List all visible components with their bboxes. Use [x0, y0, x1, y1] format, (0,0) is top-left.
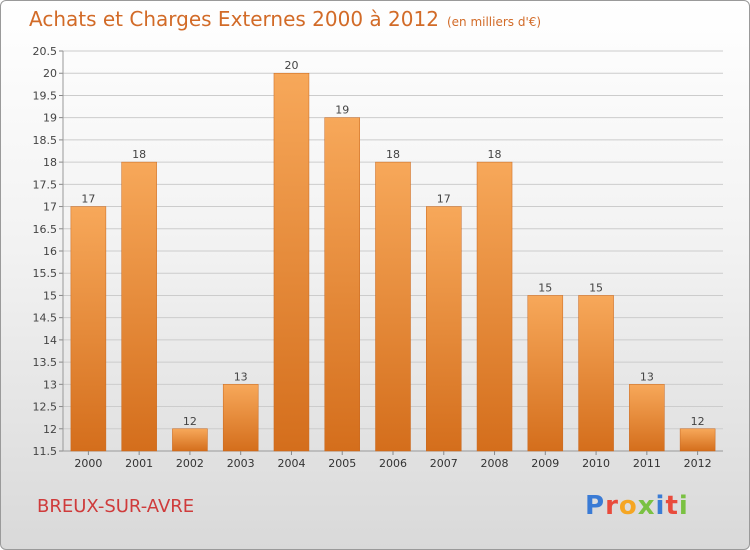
logo-letter: x — [637, 491, 656, 521]
commune-name: BREUX-SUR-AVRE — [37, 496, 195, 517]
x-tick-label: 2005 — [328, 457, 356, 470]
bar — [426, 206, 462, 452]
bar-chart: 11.5 12 12.5 13 13.5 14 14.5 15 15.5 16 16.5 17 17.5… — [33, 45, 723, 470]
x-tick-label: 2003 — [227, 457, 255, 470]
logo-letter: P — [585, 491, 606, 521]
bar — [172, 428, 208, 452]
x-tick-label: 2011 — [633, 457, 661, 470]
y-tick-label: 13.5 — [33, 356, 58, 369]
y-tick-label: 18.5 — [33, 134, 58, 147]
bar — [375, 161, 411, 452]
bar — [679, 428, 716, 452]
data-label: 15 — [589, 281, 603, 294]
y-tick-label: 12.5 — [33, 401, 58, 414]
proxiti-logo: Proxiti — [585, 491, 689, 521]
data-label: 18 — [488, 148, 502, 161]
x-tick-label: 2007 — [430, 457, 458, 470]
logo-letter: o — [618, 491, 638, 521]
data-label: 17 — [81, 193, 95, 206]
x-tick-label: 2004 — [277, 457, 305, 470]
bar — [629, 384, 665, 452]
data-label: 12 — [691, 415, 705, 428]
y-tick-label: 18 — [43, 156, 57, 169]
x-tick-label: 2010 — [582, 457, 610, 470]
bar — [578, 295, 614, 452]
x-tick-label: 2002 — [176, 457, 204, 470]
x-tick-label: 2012 — [684, 457, 712, 470]
data-label: 20 — [284, 59, 298, 72]
chart-title: Achats et Charges Externes 2000 à 2012 (e… — [29, 7, 541, 31]
chart-unit: (en milliers d'€) — [446, 15, 542, 29]
logo-letter: i — [655, 491, 666, 521]
bar — [476, 161, 513, 452]
data-label: 19 — [335, 104, 349, 117]
y-tick-label: 16 — [43, 245, 57, 258]
data-label: 18 — [132, 148, 146, 161]
data-label: 13 — [640, 370, 654, 383]
bar — [527, 295, 564, 452]
y-tick-label: 17.5 — [33, 178, 58, 191]
bar — [121, 161, 157, 452]
x-tick-label: 2000 — [74, 457, 102, 470]
data-label: 18 — [386, 148, 400, 161]
x-tick-label: 2001 — [125, 457, 153, 470]
bar — [70, 206, 107, 452]
logo-letter: t — [665, 491, 679, 521]
y-tick-label: 14.5 — [33, 312, 58, 325]
y-tick-label: 16.5 — [33, 223, 58, 236]
y-tick-label: 12 — [43, 423, 57, 436]
y-tick-label: 11.5 — [33, 445, 58, 458]
y-tick-label: 15.5 — [33, 267, 58, 280]
y-tick-label: 17 — [43, 201, 57, 214]
bar — [273, 72, 310, 452]
logo-letter: i — [678, 491, 689, 521]
x-tick-label: 2006 — [379, 457, 407, 470]
y-tick-label: 19 — [43, 112, 57, 125]
data-label: 12 — [183, 415, 197, 428]
chart-title-text: Achats et Charges Externes 2000 à 2012 — [29, 7, 439, 31]
y-tick-label: 19.5 — [33, 89, 58, 102]
y-tick-label: 20.5 — [33, 45, 58, 58]
x-tick-label: 2009 — [531, 457, 559, 470]
bar — [222, 384, 259, 452]
x-tick-label: 2008 — [481, 457, 509, 470]
data-label: 17 — [437, 193, 451, 206]
bar — [324, 117, 360, 452]
data-label: 13 — [234, 370, 248, 383]
logo-letter: r — [605, 491, 619, 521]
data-label: 15 — [538, 281, 552, 294]
y-tick-label: 20 — [43, 67, 57, 80]
y-tick-label: 15 — [43, 289, 57, 302]
y-tick-label: 14 — [43, 334, 57, 347]
y-tick-label: 13 — [43, 378, 57, 391]
